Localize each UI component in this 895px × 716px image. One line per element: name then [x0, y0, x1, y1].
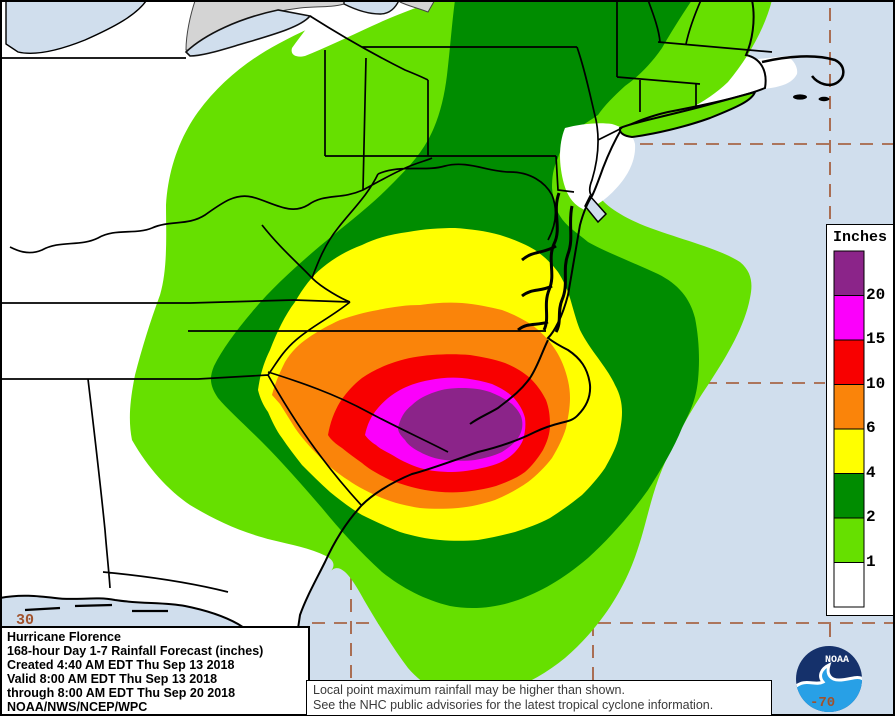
- legend-swatch-10: [833, 339, 865, 385]
- legend-label-1: 1: [866, 553, 876, 571]
- legend-colorbar: [833, 250, 865, 608]
- barrier-islands: [24, 603, 168, 613]
- legend-label-6: 6: [866, 419, 876, 437]
- lake-michigan: [5, 0, 148, 54]
- noaa-logo: NOAA: [796, 646, 862, 712]
- legend-swatch-1: [833, 517, 865, 563]
- legend-swatch-20plus: [833, 250, 865, 296]
- gulf-coastline: [0, 594, 263, 661]
- noaa-logo-sea: [796, 665, 862, 712]
- legend-label-15: 15: [866, 330, 886, 348]
- canada-land-2: [399, 0, 436, 13]
- legend-swatch-6: [833, 384, 865, 430]
- noaa-logo-gull: [796, 662, 862, 689]
- note-line-1: Local point maximum rainfall may be high…: [313, 683, 625, 697]
- lake-erie: [184, 9, 312, 57]
- product-title: 168-hour Day 1-7 Rainfall Forecast (inch…: [7, 644, 264, 658]
- low-rain-patch-capecod: [746, 56, 798, 89]
- legend-panel: Inches 20 15 10 6 4 2 1: [826, 224, 894, 616]
- lat-30-label: 30: [16, 612, 34, 629]
- through-time: through 8:00 AM EDT Thu Sep 20 2018: [7, 686, 236, 700]
- chesapeake-bay: [517, 192, 574, 333]
- lon-70-label: -70: [810, 695, 836, 711]
- legend-swatch-4: [833, 428, 865, 474]
- legend-label-10: 10: [866, 375, 886, 393]
- legend-label-20: 20: [866, 286, 886, 304]
- disclaimer-note: Local point maximum rainfall may be high…: [306, 680, 772, 716]
- legend-label-4: 4: [866, 464, 876, 482]
- note-line-2: See the NHC public advisories for the la…: [313, 698, 714, 712]
- low-rain-patch-lakeshore: [291, 0, 440, 57]
- latlon-grid-lines: [312, 8, 895, 684]
- island-marthas-vineyard: [793, 94, 807, 100]
- created-time: Created 4:40 AM EDT Thu Sep 13 2018: [7, 658, 235, 672]
- noaa-logo-text: NOAA: [825, 655, 849, 666]
- low-rain-patch-nj: [560, 123, 636, 210]
- inner-sound-coast: [469, 339, 549, 425]
- island-nantucket: [818, 96, 830, 102]
- long-island: [618, 90, 757, 139]
- agency-line: NOAA/NWS/NCEP/WPC: [7, 700, 148, 714]
- title-block: Hurricane Florence 168-hour Day 1-7 Rain…: [0, 626, 310, 716]
- cape-cod-arm: [761, 55, 845, 87]
- legend-swatch-under1: [833, 562, 865, 608]
- legend-label-2: 2: [866, 508, 876, 526]
- legend-title: Inches: [832, 229, 887, 246]
- lake-ontario: [343, 0, 400, 15]
- state-borders: [0, 0, 773, 593]
- storm-name: Hurricane Florence: [7, 630, 121, 644]
- valid-time: Valid 8:00 AM EDT Thu Sep 13 2018: [7, 672, 218, 686]
- legend-swatch-15: [833, 295, 865, 341]
- legend-swatch-2: [833, 473, 865, 519]
- delaware-bay: [584, 194, 608, 224]
